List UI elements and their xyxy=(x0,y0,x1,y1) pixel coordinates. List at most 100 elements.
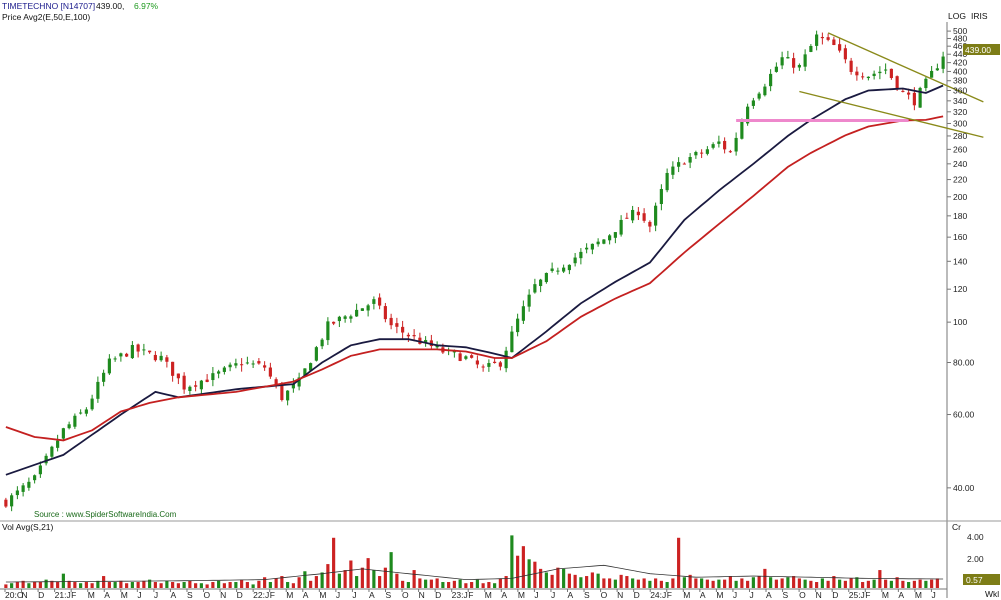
candle-up xyxy=(61,428,65,439)
candle-down xyxy=(378,297,382,306)
price-tick-label: 420 xyxy=(953,58,967,68)
time-axis[interactable]: 20:ON D 21:J F M A M J J A S O N D 22:J F M A M J J A S O N D 23:J… xyxy=(4,589,936,600)
time-tick-label: J xyxy=(352,590,356,600)
volume-bar xyxy=(165,580,169,588)
time-tick-label: D xyxy=(237,590,243,600)
volume-bar xyxy=(648,580,652,588)
price-tick-label: 340 xyxy=(953,96,967,106)
volume-bar xyxy=(136,582,140,588)
volume-bar xyxy=(487,582,491,588)
volume-bar xyxy=(159,583,163,588)
candle-up xyxy=(533,284,537,293)
volume-bar xyxy=(429,579,433,588)
candle-up xyxy=(809,45,813,52)
volume-bar xyxy=(228,582,232,588)
volume-bar xyxy=(498,578,502,588)
time-tick-label: M xyxy=(121,590,128,600)
volume-bar xyxy=(780,578,784,588)
candle-up xyxy=(815,34,819,46)
volume-bar xyxy=(734,580,738,588)
time-tick-label: D xyxy=(435,590,441,600)
time-tick-label: J xyxy=(551,590,555,600)
volume-bar xyxy=(412,570,416,588)
volume-bar xyxy=(481,583,485,588)
candle-up xyxy=(360,308,364,311)
time-tick-label: D xyxy=(832,590,838,600)
volume-bar xyxy=(395,573,399,588)
volume-bar xyxy=(567,573,571,588)
volume-bar xyxy=(740,578,744,588)
candle-up xyxy=(631,209,635,221)
volume-bar xyxy=(602,578,606,588)
volume-bar xyxy=(901,580,905,588)
volume-bar xyxy=(257,580,261,588)
volume-bar xyxy=(268,582,272,588)
volume-bar xyxy=(332,537,336,588)
volume-panel-title: Vol Avg(S,21) xyxy=(2,522,54,532)
chart-style-label[interactable]: IRIS xyxy=(971,11,988,21)
volume-bar xyxy=(475,579,479,588)
time-tick-label: M xyxy=(319,590,326,600)
volume-bar xyxy=(148,579,152,588)
candle-up xyxy=(659,188,663,205)
price-candles xyxy=(4,30,945,512)
volume-bar xyxy=(855,577,859,588)
candle-up xyxy=(452,351,456,353)
time-tick-label: F xyxy=(468,590,473,600)
time-tick-label: 23:J xyxy=(452,590,468,600)
candle-down xyxy=(165,357,169,362)
candle-down xyxy=(481,366,485,368)
candle-up xyxy=(303,368,307,376)
volume-bar xyxy=(935,578,939,588)
volume-bar xyxy=(188,580,192,588)
candle-down xyxy=(136,344,140,352)
price-tick-label: 200 xyxy=(953,192,967,202)
volume-bar xyxy=(240,579,244,588)
candle-up xyxy=(671,166,675,175)
volume-bar xyxy=(539,568,543,588)
volume-bar xyxy=(424,579,428,588)
volume-bar xyxy=(314,576,318,588)
volume-bar xyxy=(194,583,198,588)
indicator-label: Price Avg2(E,50,E,100) xyxy=(2,12,90,22)
volume-bar xyxy=(510,535,514,588)
candle-up xyxy=(579,251,583,259)
time-tick-label: J xyxy=(931,590,935,600)
time-tick-label: F xyxy=(71,590,76,600)
price-tick-label: 80.00 xyxy=(953,358,975,368)
price-tick-label: 380 xyxy=(953,76,967,86)
price-tick-label: 140 xyxy=(953,256,967,266)
price-tick-label: 440 xyxy=(953,49,967,59)
volume-bar xyxy=(337,573,341,588)
price-tick-label: 240 xyxy=(953,159,967,169)
candle-up xyxy=(435,345,439,348)
volume-bar xyxy=(21,580,25,588)
candle-down xyxy=(636,211,640,216)
candle-up xyxy=(355,309,359,317)
candle-up xyxy=(504,350,508,369)
volume-bar xyxy=(280,576,284,588)
volume-bar xyxy=(222,583,226,588)
volume-bar xyxy=(107,582,111,588)
candle-up xyxy=(286,390,290,401)
candle-down xyxy=(401,326,405,333)
volume-bar xyxy=(153,582,157,588)
volume-bar xyxy=(579,577,583,588)
source-credit: Source : www.SpiderSoftwareIndia.Com xyxy=(34,510,177,519)
volume-bar xyxy=(757,576,761,588)
volume-bar xyxy=(470,582,474,588)
price-tick-label: 280 xyxy=(953,131,967,141)
candle-up xyxy=(487,363,491,367)
volume-bar xyxy=(654,578,658,588)
period-label[interactable]: Wkl xyxy=(985,589,999,599)
volume-bar xyxy=(613,579,617,588)
candle-down xyxy=(901,90,905,92)
volume-bar xyxy=(826,580,830,588)
volume-bars xyxy=(4,535,944,588)
candle-up xyxy=(619,219,623,235)
scale-mode-label[interactable]: LOG xyxy=(948,11,966,21)
volume-bar xyxy=(50,580,54,588)
volume-bar xyxy=(73,582,77,588)
